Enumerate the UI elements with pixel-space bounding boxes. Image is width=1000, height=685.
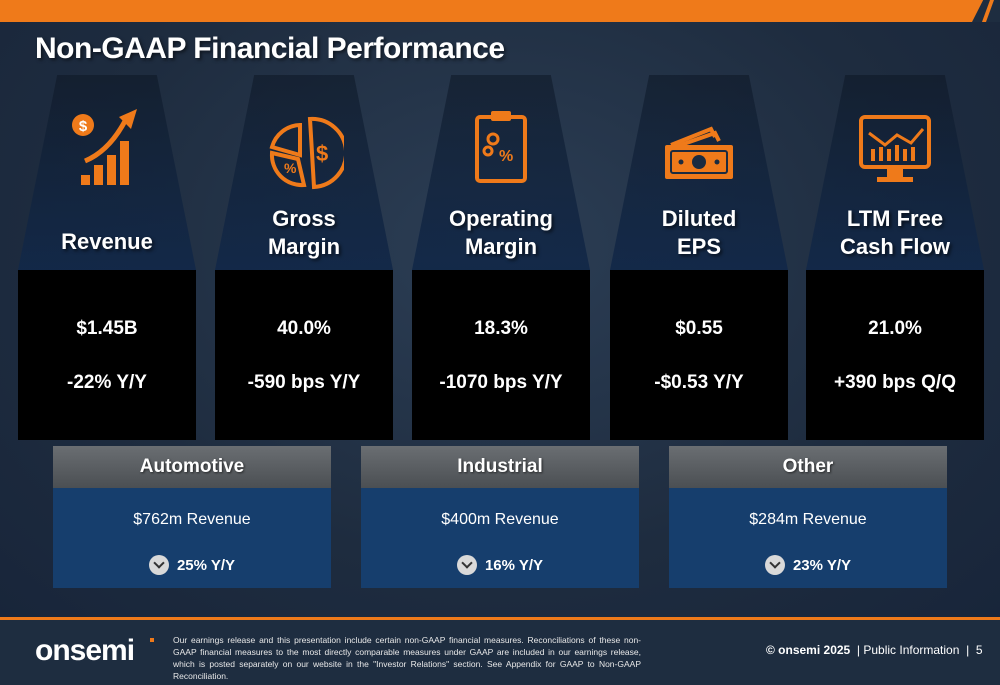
metric-label: LTM Free Cash Flow [806,205,984,261]
metric-label-line: Margin [464,234,538,259]
segment-body: $400m Revenue 16% Y/Y [361,488,639,588]
metric-change: -1070 bps Y/Y [439,372,563,393]
monitor-chart-icon [859,115,931,182]
separator: | [962,643,976,657]
footer: onsemi Our earnings release and this pre… [0,617,1000,685]
metric-value-box [215,270,393,440]
chevron-down-icon [456,555,477,575]
metric-value-box [412,270,590,440]
footer-info: © onsemi 2025 | Public Information | 5 [766,643,983,657]
segment-change-row: 16% Y/Y [361,555,639,576]
logo-accent-mark [150,638,154,642]
segment-body: $762m Revenue 25% Y/Y [53,488,331,588]
metric-label-line: Cash Flow [839,234,950,259]
metric-ltm-free-cash-flow: LTM Free Cash Flow 21.0% +390 bps Q/Q [806,75,984,440]
chevron-down-icon [148,555,169,575]
metric-label: Operating Margin [412,205,590,261]
segment-revenue: $400m Revenue [441,511,559,528]
segment-name: Industrial [361,446,639,488]
metric-revenue: $ Revenue $1.45B -22% Y/Y [18,75,196,440]
segment-card-industrial: Industrial $400m Revenue 16% Y/Y [361,446,639,588]
metric-gross-margin: % $ Gross Margin 40.0% -590 bps Y/Y [215,75,393,440]
metric-value-box [18,270,196,440]
page-number: 5 [975,643,983,657]
svg-text:%: % [284,160,297,176]
metric-label-line: Operating [449,206,553,231]
svg-text:$: $ [79,118,88,135]
metric-change: -590 bps Y/Y [247,372,361,393]
cash-icon [665,126,733,179]
segment-name: Automotive [53,446,331,488]
metric-change: -$0.53 Y/Y [654,372,744,393]
classification-text: Public Information [863,643,960,657]
metric-label-line: LTM Free [846,206,944,231]
segment-revenue: $284m Revenue [749,511,867,528]
metric-change: -22% Y/Y [67,372,147,393]
metric-value: $0.55 [675,318,723,339]
chevron-down-icon [764,555,785,575]
segment-change: 16% Y/Y [484,556,544,574]
metric-label-line: Revenue [61,229,153,254]
metric-value: 21.0% [868,318,922,339]
metric-label-line: Diluted [661,206,737,231]
metric-label: Diluted EPS [610,205,788,261]
metric-value: 40.0% [277,318,331,339]
segment-change: 23% Y/Y [792,556,852,574]
clipboard-percent-icon: % [475,111,527,183]
metric-value: 18.3% [474,318,528,339]
metric-value-box [610,270,788,440]
segment-body: $284m Revenue 23% Y/Y [669,488,947,588]
revenue-growth-icon: $ [72,109,137,185]
copyright-text: © onsemi 2025 [766,643,851,657]
metric-value: $1.45B [76,318,138,339]
metric-label: Gross Margin [215,205,393,261]
metric-label-line: Margin [267,234,341,259]
metric-operating-margin: % Operating Margin 18.3% -1070 bps Y/Y [412,75,590,440]
segment-change-row: 23% Y/Y [669,555,947,576]
slide-title: Non-GAAP Financial Performance [35,32,505,65]
segment-change: 25% Y/Y [176,556,236,574]
svg-text:%: % [499,148,513,165]
segment-revenue: $762m Revenue [133,511,251,528]
pie-chart-dollar-icon: % $ [269,116,344,190]
segment-card-automotive: Automotive $762m Revenue 25% Y/Y [53,446,331,588]
segment-change-row: 25% Y/Y [53,555,331,576]
segment-card-other: Other $284m Revenue 23% Y/Y [669,446,947,588]
disclaimer-text: Our earnings release and this presentati… [173,635,641,681]
metric-label-line: Gross [272,206,336,231]
separator: | [853,643,864,657]
onsemi-logo: onsemi [35,634,135,667]
metric-value-box [806,270,984,440]
segment-name: Other [669,446,947,488]
metric-label: Revenue [18,228,196,256]
svg-text:$: $ [316,141,328,166]
metric-label-line: EPS [676,234,722,259]
metric-change: +390 bps Q/Q [834,372,956,393]
top-accent-bar [0,0,1000,22]
metric-diluted-eps: Diluted EPS $0.55 -$0.53 Y/Y [610,75,788,440]
